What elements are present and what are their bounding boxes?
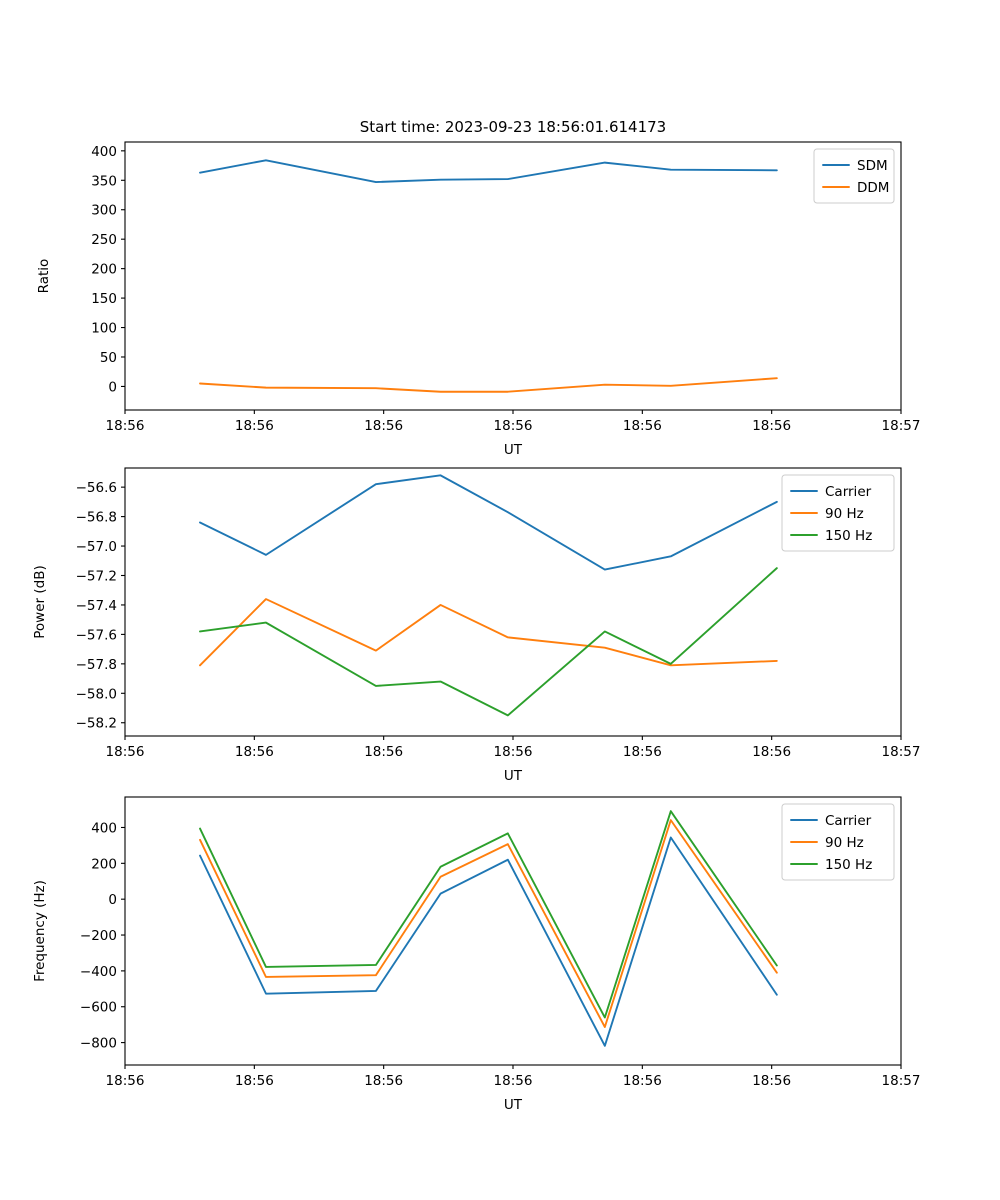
y-axis-label-bottom: Frequency (Hz) <box>32 880 48 982</box>
x-axis-label-top: UT <box>504 442 523 458</box>
legend-box-middle <box>781 474 895 552</box>
x-tick-label-middle-1: 18:56 <box>235 744 274 760</box>
y-tick-label-bottom-2: 0 <box>108 892 117 908</box>
y-tick-label-top-2: 100 <box>91 321 117 337</box>
x-tick-label-middle-6: 18:57 <box>882 744 921 760</box>
y-tick-label-middle-2: −57.0 <box>76 539 117 555</box>
series-line-bottom-carrier <box>199 836 778 1047</box>
y-tick-label-bottom-3: −200 <box>80 928 117 944</box>
x-axis-label-middle: UT <box>504 768 523 784</box>
y-tick-label-top-6: 300 <box>91 203 117 219</box>
x-tick-label-bottom-5: 18:56 <box>752 1073 791 1089</box>
y-tick-label-middle-1: −56.8 <box>76 510 117 526</box>
series-line-top-ddm <box>199 377 778 393</box>
x-tick-label-top-5: 18:56 <box>752 418 791 434</box>
x-tick-label-top-3: 18:56 <box>494 418 533 434</box>
y-tick-label-top-7: 350 <box>91 173 117 189</box>
series-line-middle-90-hz <box>199 598 778 667</box>
y-tick-label-middle-0: −56.6 <box>76 480 117 496</box>
y-tick-label-top-3: 150 <box>91 291 117 307</box>
series-line-bottom-90-hz <box>199 819 778 1028</box>
x-tick-label-top-0: 18:56 <box>106 418 145 434</box>
x-tick-label-bottom-6: 18:57 <box>882 1073 921 1089</box>
x-tick-label-middle-5: 18:56 <box>752 744 791 760</box>
legend-label-top-1: DDM <box>857 180 889 196</box>
series-line-bottom-150-hz <box>199 810 778 1019</box>
y-tick-label-middle-7: −58.0 <box>76 686 117 702</box>
figure-title: Start time: 2023-09-23 18:56:01.614173 <box>360 118 666 136</box>
legend-label-bottom-2: 150 Hz <box>825 857 872 873</box>
x-tick-label-top-2: 18:56 <box>364 418 403 434</box>
y-axis-label-top: Ratio <box>36 259 52 294</box>
y-tick-label-bottom-0: 400 <box>91 820 117 836</box>
subplot-top: 18:56 18:56 18:56 18:56 18:56 18:56 18:57 0 50 10… <box>36 141 921 458</box>
x-tick-label-bottom-0: 18:56 <box>106 1073 145 1089</box>
y-tick-label-middle-4: −57.4 <box>76 598 117 614</box>
legend-label-middle-2: 150 Hz <box>825 528 872 544</box>
x-axis-label-bottom: UT <box>504 1097 523 1113</box>
x-tick-label-bottom-2: 18:56 <box>364 1073 403 1089</box>
series-line-middle-150-hz <box>199 567 778 717</box>
y-tick-label-bottom-6: −800 <box>80 1036 117 1052</box>
y-tick-label-middle-5: −57.6 <box>76 627 117 643</box>
y-tick-label-top-0: 0 <box>108 379 117 395</box>
plot-frame-top <box>124 141 902 411</box>
y-tick-label-top-1: 50 <box>100 350 117 366</box>
y-tick-label-middle-3: −57.2 <box>76 568 117 584</box>
y-tick-label-top-8: 400 <box>91 144 117 160</box>
x-tick-label-top-6: 18:57 <box>882 418 921 434</box>
y-tick-label-middle-8: −58.2 <box>76 716 117 732</box>
y-tick-label-bottom-1: 200 <box>91 856 117 872</box>
legend-label-bottom-1: 90 Hz <box>825 835 864 851</box>
subplot-middle: 18:56 18:56 18:56 18:56 18:56 18:56 18:57 −56.6… <box>32 467 921 784</box>
y-axis-label-middle: Power (dB) <box>32 565 48 638</box>
legend-label-middle-1: 90 Hz <box>825 506 864 522</box>
subplot-bottom: 18:56 18:56 18:56 18:56 18:56 18:56 18:57 400 20… <box>32 796 921 1113</box>
legend-label-bottom-0: Carrier <box>825 813 872 829</box>
y-tick-label-middle-6: −57.8 <box>76 657 117 673</box>
series-line-top-sdm <box>199 159 778 184</box>
x-tick-label-middle-3: 18:56 <box>494 744 533 760</box>
y-tick-label-bottom-5: −600 <box>80 1000 117 1016</box>
x-tick-label-middle-4: 18:56 <box>623 744 662 760</box>
y-tick-label-bottom-4: −400 <box>80 964 117 980</box>
x-tick-label-bottom-4: 18:56 <box>623 1073 662 1089</box>
legend-label-middle-0: Carrier <box>825 484 872 500</box>
x-tick-label-bottom-1: 18:56 <box>235 1073 274 1089</box>
legend-box-top <box>813 148 895 204</box>
y-tick-label-top-4: 200 <box>91 262 117 278</box>
legend-label-top-0: SDM <box>857 158 888 174</box>
y-tick-label-top-5: 250 <box>91 232 117 248</box>
x-tick-label-bottom-3: 18:56 <box>494 1073 533 1089</box>
series-line-middle-carrier <box>199 474 778 571</box>
legend-box-bottom <box>781 803 895 881</box>
x-tick-label-top-1: 18:56 <box>235 418 274 434</box>
x-tick-label-middle-2: 18:56 <box>364 744 403 760</box>
x-tick-label-top-4: 18:56 <box>623 418 662 434</box>
x-tick-label-middle-0: 18:56 <box>106 744 145 760</box>
